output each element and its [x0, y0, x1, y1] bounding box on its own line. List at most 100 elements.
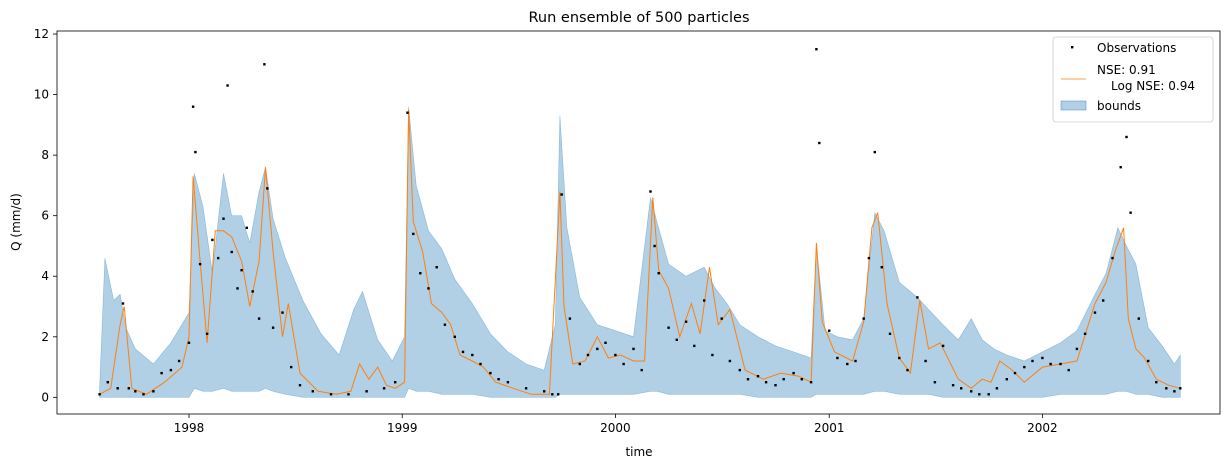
observation-point [1013, 371, 1017, 375]
observation-point [198, 262, 202, 266]
observation-point [106, 381, 109, 384]
y-tick-label: 8 [41, 148, 49, 162]
observation-point [684, 320, 688, 323]
observation-point [703, 299, 706, 302]
observation-point [867, 256, 871, 260]
x-tick-label: 2002 [1027, 421, 1058, 435]
observation-point [506, 381, 510, 384]
observation-point [497, 378, 500, 381]
observation-point [1165, 387, 1168, 390]
observation-point [479, 362, 482, 366]
observation-point [543, 390, 546, 393]
observation-point [653, 244, 656, 248]
chart-title: Run ensemble of 500 particles [529, 10, 750, 26]
observation-point [978, 393, 981, 396]
observation-point [873, 150, 876, 154]
observation-point [257, 317, 261, 320]
observation-point [311, 390, 314, 393]
observation-point [1155, 381, 1158, 384]
y-tick-label: 6 [41, 209, 49, 223]
observation-point [836, 356, 839, 360]
observation-point [329, 393, 333, 396]
observation-point [951, 384, 955, 387]
observation-point [1093, 311, 1097, 314]
observation-point [880, 266, 883, 269]
observation-point [551, 393, 554, 396]
observation-point [134, 390, 137, 393]
observation-point [782, 378, 785, 381]
x-axis: 1998 1999 2000 2001 2002 [174, 414, 1058, 435]
observation-point [649, 190, 652, 193]
observation-point [1005, 378, 1008, 381]
x-axis-label: time [625, 445, 652, 459]
observation-point [1031, 359, 1034, 363]
observation-point [142, 393, 145, 396]
observation-point [657, 272, 660, 275]
observation-point [557, 393, 560, 396]
observation-point [1129, 211, 1132, 214]
observation-point [924, 359, 927, 363]
legend-observations-marker [1071, 46, 1074, 49]
y-tick-label: 10 [34, 88, 49, 102]
legend-bounds-patch [1060, 100, 1087, 111]
observation-point [406, 111, 409, 114]
y-tick-label: 2 [41, 330, 49, 344]
observation-point [251, 290, 254, 293]
observation-point [245, 226, 248, 229]
observation-point [187, 341, 191, 344]
x-tick-label: 2000 [600, 421, 631, 435]
observation-point [596, 347, 599, 351]
observation-point [347, 393, 350, 396]
observation-point [365, 390, 368, 393]
legend-bounds-label: bounds [1097, 99, 1141, 113]
observation-point [1023, 365, 1026, 369]
observation-point [568, 317, 572, 320]
observation-point [169, 368, 173, 372]
y-tick-label: 4 [41, 269, 49, 283]
observation-point [667, 326, 670, 329]
observation-point [281, 311, 284, 314]
observation-point [888, 332, 892, 335]
observation-point [604, 341, 607, 344]
observation-point [1041, 356, 1044, 360]
x-tick-label: 1998 [174, 421, 205, 435]
observation-point [271, 326, 275, 329]
observation-point [236, 287, 239, 290]
observation-point [194, 150, 197, 154]
bounds-band [99, 106, 1181, 398]
legend-nse-label: NSE: 0.91 [1097, 63, 1156, 77]
observation-point [152, 390, 155, 393]
observation-point [720, 317, 723, 320]
observation-point [443, 323, 447, 326]
observation-point [1111, 256, 1114, 260]
observation-point [1059, 362, 1062, 366]
observation-point [461, 350, 465, 354]
observation-point [846, 362, 849, 366]
observation-point [160, 371, 163, 375]
observation-point [578, 362, 581, 366]
observation-point [941, 344, 945, 348]
observation-point [217, 256, 220, 260]
y-tick-label: 0 [41, 390, 49, 404]
observation-point [828, 329, 831, 332]
observation-point [614, 353, 617, 357]
observation-point [815, 48, 818, 51]
observation-point [800, 378, 803, 381]
observation-point [809, 381, 813, 384]
observation-point [240, 269, 243, 272]
observation-point [489, 371, 492, 375]
observation-point [116, 387, 119, 390]
observation-point [818, 141, 821, 145]
observation-point [226, 84, 229, 87]
observation-point [471, 353, 474, 357]
observation-point [1119, 166, 1122, 169]
observation-point [121, 302, 125, 305]
observation-point [898, 356, 901, 360]
observation-point [675, 338, 678, 341]
observation-point [1049, 362, 1052, 366]
observation-point [1102, 299, 1105, 302]
observation-point [711, 353, 714, 357]
observation-point [191, 105, 195, 108]
